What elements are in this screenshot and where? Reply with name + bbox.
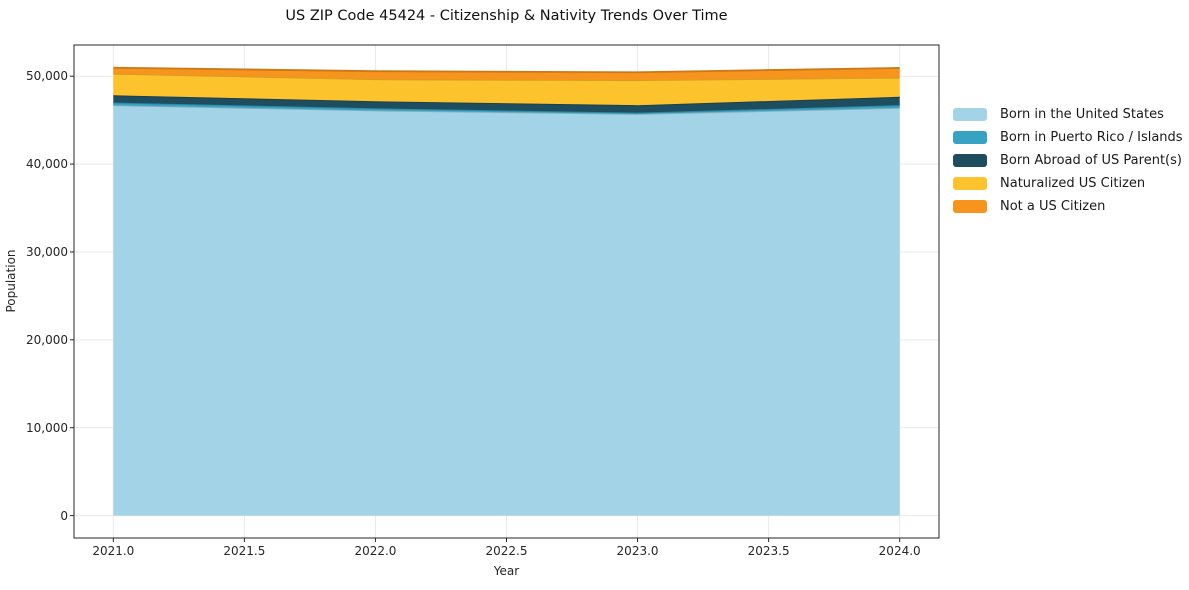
x-tick-label: 2023.0: [616, 544, 659, 558]
legend-item-born-abroad-of-us-parent-s: Born Abroad of US Parent(s): [953, 154, 1183, 167]
y-tick-label: 10,000: [26, 420, 68, 435]
area-naturalized-us-citizen: [113, 73, 900, 106]
y-tick-label: 30,000: [26, 244, 68, 259]
x-tick-label: 2023.5: [747, 544, 790, 558]
legend-item-naturalized-us-citizen: Naturalized US Citizen: [953, 177, 1183, 190]
y-tick-label: 50,000: [26, 69, 68, 84]
area-edge-not-a-us-citizen: [113, 66, 900, 74]
legend-item-born-in-puerto-rico-islands: Born in Puerto Rico / Islands: [953, 131, 1183, 144]
legend: Born in the United States Born in Puerto …: [953, 108, 1183, 223]
chart-title: US ZIP Code 45424 - Citizenship & Nativi…: [285, 8, 728, 24]
legend-label: Not a US Citizen: [1000, 199, 1106, 214]
legend-swatch: [953, 108, 987, 121]
legend-swatch: [953, 177, 987, 190]
legend-item-not-a-us-citizen: Not a US Citizen: [953, 200, 1183, 213]
legend-swatch: [953, 200, 987, 213]
legend-label: Naturalized US Citizen: [1000, 176, 1146, 191]
x-tick-label: 2021.0: [92, 544, 135, 558]
legend-label: Born in Puerto Rico / Islands: [1000, 130, 1183, 145]
x-tick-label: 2021.5: [223, 544, 266, 558]
area-born-in-the-united-states: [113, 105, 900, 516]
legend-swatch: [953, 131, 987, 144]
x-tick-label: 2022.0: [354, 544, 397, 558]
y-tick-label: 20,000: [26, 332, 68, 347]
x-axis-label: Year: [493, 564, 520, 578]
y-tick-label: 0: [60, 508, 68, 523]
x-tick-label: 2024.0: [878, 544, 921, 558]
legend-label: Born in the United States: [1000, 107, 1164, 122]
legend-label: Born Abroad of US Parent(s): [1000, 153, 1182, 168]
y-tick-label: 40,000: [26, 157, 68, 172]
area-edge-born-in-puerto-rico-islands: [113, 101, 900, 114]
legend-item-born-in-the-united-states: Born in the United States: [953, 108, 1183, 121]
legend-swatch: [953, 154, 987, 167]
x-tick-label: 2022.5: [485, 544, 528, 558]
